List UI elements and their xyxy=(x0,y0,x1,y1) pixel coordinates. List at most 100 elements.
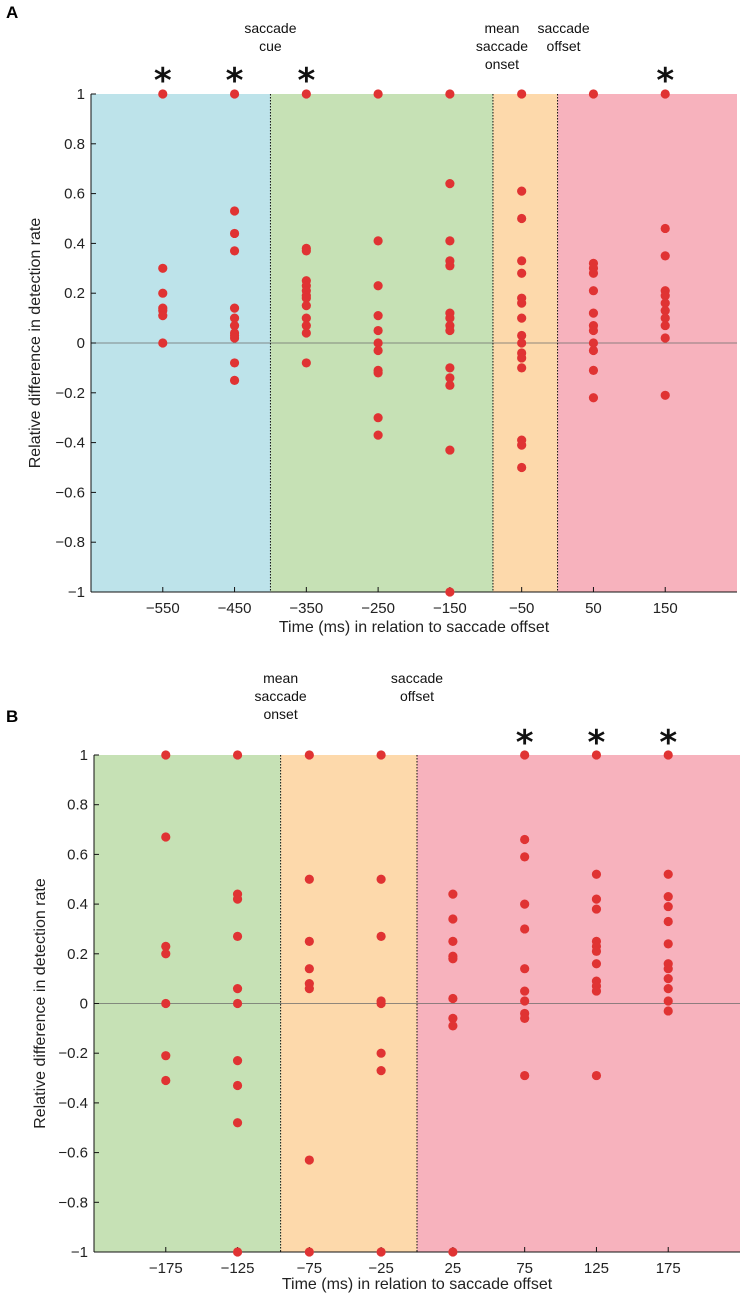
panel-b-data-point xyxy=(520,996,530,1006)
panel-b-y-tick-label: 0.6 xyxy=(67,846,88,863)
panel-a-y-tick-label: 0.8 xyxy=(64,136,85,153)
panel-b-data-point xyxy=(376,1065,386,1076)
panel-a-data-point xyxy=(660,291,670,301)
panel-a-annotation-line: saccade xyxy=(244,20,296,36)
panel-a-data-point xyxy=(588,308,599,318)
panel-b-data-point xyxy=(663,1006,673,1016)
panel-a-data-point xyxy=(445,261,455,271)
panel-b-x-tick-label: −75 xyxy=(297,1260,322,1277)
panel-b-x-tick-label: −125 xyxy=(221,1260,255,1277)
panel-a-data-point xyxy=(517,256,527,266)
panel-b-data-point xyxy=(304,983,314,994)
panel-b-data-point xyxy=(448,1021,458,1031)
panel-b-data-point xyxy=(376,1247,386,1257)
panel-b-annotation-line: offset xyxy=(400,688,434,704)
panel-a-data-point xyxy=(445,373,455,383)
panel-b-data-point xyxy=(663,892,673,902)
panel-a-data-point xyxy=(517,462,527,473)
panel-a-data-point xyxy=(660,313,670,323)
panel-a-y-axis-label: Relative difference in detection rate xyxy=(27,218,44,469)
panel-b-data-point xyxy=(520,750,530,760)
panel-a-data-point xyxy=(445,445,455,455)
panel-a-annotation-1: saccade cue xyxy=(244,20,296,54)
panel-a-y-tick-label: −1 xyxy=(68,584,85,601)
panel-a-data-point xyxy=(373,89,383,99)
panel-a-data-point xyxy=(158,89,168,99)
panel-b-data-point xyxy=(520,924,530,934)
panel-a-data-point xyxy=(517,330,527,341)
panel-a-data-point xyxy=(229,206,240,216)
panel-a-x-tick-label: −150 xyxy=(433,600,467,617)
panel-a-data-point xyxy=(660,223,670,234)
panel-b-label: B xyxy=(6,707,18,726)
panel-a-significance-star: * xyxy=(226,61,244,101)
panel-b-data-point xyxy=(232,1080,243,1091)
panel-b-data-point xyxy=(663,750,673,760)
panel-a-annotation-line: saccade xyxy=(537,20,589,36)
panel-a-data-point xyxy=(373,281,383,291)
panel-b-data-point xyxy=(448,1247,458,1257)
panel-b-data-point xyxy=(663,939,673,949)
panel-b-data-point xyxy=(376,750,386,760)
panel-a-data-point xyxy=(660,89,670,99)
panel-b-data-point xyxy=(161,949,171,959)
panel-a-data-point xyxy=(158,311,168,321)
panel-a-data-point xyxy=(660,251,670,261)
panel-a-data-point xyxy=(373,368,383,378)
panel-a-significance-star: * xyxy=(297,61,315,101)
panel-b-y-tick-label: 0 xyxy=(80,996,88,1013)
panel-b-data-point xyxy=(663,983,673,994)
panel-b-data-point xyxy=(161,1051,171,1061)
panel-a-data-point xyxy=(517,268,527,278)
panel-b-data-point xyxy=(591,1070,602,1081)
panel-b-data-point xyxy=(591,750,602,760)
panel-b-data-point xyxy=(520,986,530,996)
panel-a-x-tick-label: −50 xyxy=(509,600,534,617)
panel-a-x-tick-label: 150 xyxy=(653,600,678,617)
panel-a-data-point xyxy=(301,246,311,256)
panel-a-data-point xyxy=(229,246,240,256)
panel-b-y-tick-label: −0.4 xyxy=(58,1095,88,1112)
panel-a-y-tick-label: 0.6 xyxy=(64,186,85,203)
panel-b-annotation-line: saccade xyxy=(255,688,307,704)
panel-a-data-point xyxy=(301,89,311,99)
panel-a-data-point xyxy=(588,325,599,336)
panel-a-data-point xyxy=(517,313,527,323)
panel-a-y-tick-label: −0.6 xyxy=(55,484,85,501)
panel-a-data-point xyxy=(229,313,240,323)
panel-a-significance-star: * xyxy=(154,61,172,101)
panel-a-data-point xyxy=(301,358,311,368)
panel-a-data-point xyxy=(301,301,311,311)
panel-b-data-point xyxy=(448,1013,458,1024)
panel-b-data-point xyxy=(376,998,386,1009)
panel-b-data-point xyxy=(520,852,530,862)
panel-b-data-point xyxy=(591,986,602,996)
panel-b-data-point xyxy=(376,874,386,884)
panel-a-data-point xyxy=(517,89,527,99)
panel-b-chart: B 1 0.8 0.6 0.4 0.2 0 −0.2 −0.4 −0.6 −0.8 −1 −175 −12… xyxy=(6,670,740,1293)
panel-a-chart: A 1 0.8 0.6 0.4 0.2 0 −0.2 −0.4 −0.6 −0.8 −1 −550 −45… xyxy=(6,3,737,636)
panel-b-x-axis-label: Time (ms) in relation to saccade offset xyxy=(282,1276,553,1293)
panel-b-data-point xyxy=(663,974,673,984)
panel-b-y-axis-label: Relative difference in detection rate xyxy=(32,878,49,1129)
panel-a-data-point xyxy=(373,338,383,348)
panel-a-data-point xyxy=(588,268,599,278)
panel-b-data-point xyxy=(304,874,314,884)
panel-a-data-point xyxy=(373,413,383,423)
panel-a-data-point xyxy=(445,313,455,323)
panel-b-data-point xyxy=(448,889,458,899)
panel-a-data-point xyxy=(445,587,455,597)
panel-a-data-point xyxy=(588,89,599,99)
panel-a-data-point xyxy=(517,213,527,224)
panel-b-annotation-2: saccade offset xyxy=(391,670,443,704)
panel-a-x-tick-label: −350 xyxy=(289,600,323,617)
panel-a-data-point xyxy=(229,375,240,385)
panel-a-data-point xyxy=(158,288,168,298)
panel-a-data-point xyxy=(229,89,240,99)
panel-b-annotation-line: saccade xyxy=(391,670,443,686)
panel-a-data-point xyxy=(445,363,455,373)
panel-a-data-point xyxy=(588,345,599,356)
panel-a-x-tick-label: −250 xyxy=(361,600,395,617)
panel-a-data-point xyxy=(517,338,527,348)
panel-b-y-tick-label: 0.8 xyxy=(67,797,88,814)
